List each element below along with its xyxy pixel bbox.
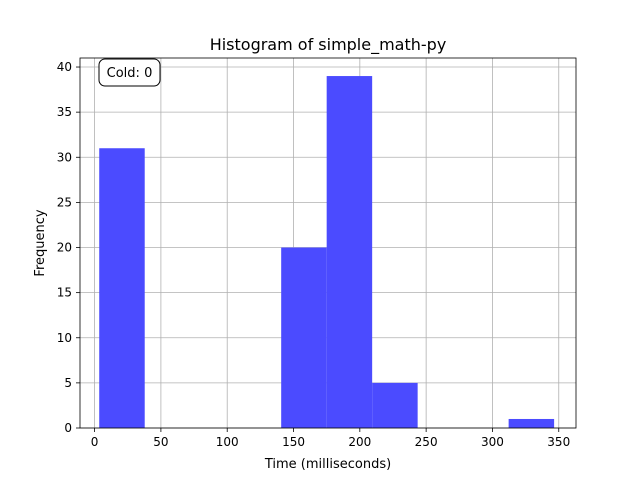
bars xyxy=(99,76,555,429)
chart-title: Histogram of simple_math-py xyxy=(210,35,447,55)
histogram-bar xyxy=(99,148,145,428)
y-tick-label: 20 xyxy=(57,241,72,255)
y-tick-label: 5 xyxy=(64,376,72,390)
histogram-bar xyxy=(372,382,418,428)
y-tick-label: 35 xyxy=(57,105,72,119)
y-axis-label: Frequency xyxy=(33,209,48,276)
x-tick-label: 50 xyxy=(153,435,168,449)
y-tick-label: 10 xyxy=(57,331,72,345)
y-tick-label: 40 xyxy=(57,60,72,74)
ticks: 0 50 100 150 200 250 300 350 0 5 10 15 20 25 30 35 40 xyxy=(57,60,570,449)
histogram-bar xyxy=(281,247,327,428)
histogram-bar xyxy=(326,76,373,429)
annotation-text: Cold: 0 xyxy=(107,66,153,81)
histogram-bar xyxy=(508,418,555,428)
x-tick-label: 100 xyxy=(216,435,239,449)
axes-frame xyxy=(79,57,577,429)
x-tick-label: 200 xyxy=(348,435,371,449)
y-tick-label: 0 xyxy=(64,421,72,435)
x-tick-label: 0 xyxy=(91,435,99,449)
annotation-box: Cold: 0 xyxy=(98,58,161,87)
y-tick-label: 15 xyxy=(57,286,72,300)
x-tick-label: 150 xyxy=(282,435,305,449)
x-tick-label: 300 xyxy=(481,435,504,449)
x-tick-label: 250 xyxy=(415,435,438,449)
y-tick-label: 25 xyxy=(57,195,72,209)
y-tick-label: 30 xyxy=(57,150,72,164)
x-axis-label: Time (milliseconds) xyxy=(264,457,391,472)
x-tick-label: 350 xyxy=(547,435,570,449)
